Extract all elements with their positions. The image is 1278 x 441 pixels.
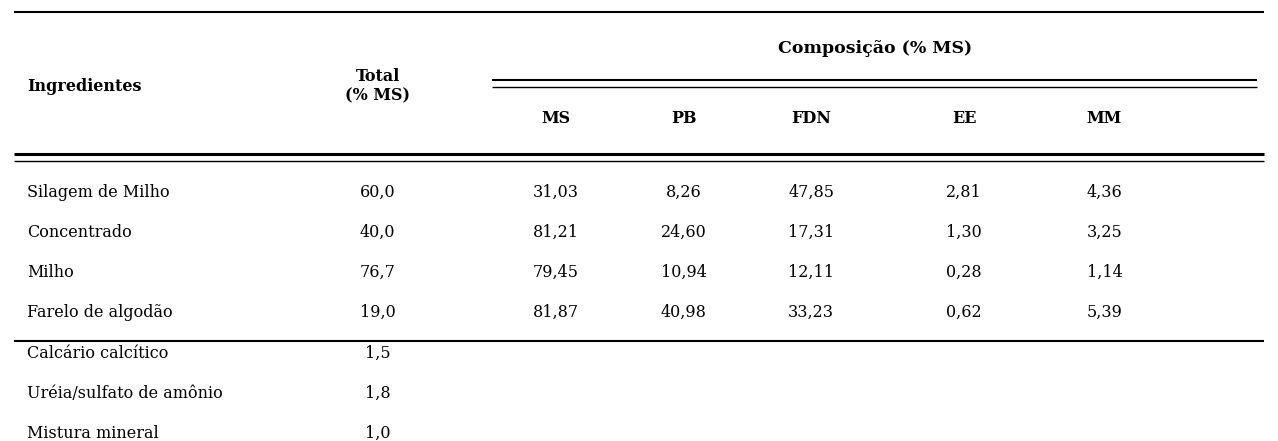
Text: PB: PB — [671, 110, 697, 127]
Text: 31,03: 31,03 — [533, 183, 579, 201]
Text: EE: EE — [952, 110, 976, 127]
Text: 1,5: 1,5 — [364, 344, 390, 362]
Text: 10,94: 10,94 — [661, 264, 707, 281]
Text: Mistura mineral: Mistura mineral — [27, 425, 158, 441]
Text: 1,0: 1,0 — [364, 425, 390, 441]
Text: 1,8: 1,8 — [364, 385, 390, 402]
Text: 1,14: 1,14 — [1086, 264, 1122, 281]
Text: Farelo de algodão: Farelo de algodão — [27, 304, 173, 321]
Text: 33,23: 33,23 — [789, 304, 835, 321]
Text: Composição (% MS): Composição (% MS) — [778, 40, 973, 57]
Text: 81,21: 81,21 — [533, 224, 579, 241]
Text: 17,31: 17,31 — [789, 224, 835, 241]
Text: 0,28: 0,28 — [947, 264, 982, 281]
Text: 76,7: 76,7 — [359, 264, 395, 281]
Text: Total
(% MS): Total (% MS) — [345, 68, 410, 105]
Text: 8,26: 8,26 — [666, 183, 702, 201]
Text: 0,62: 0,62 — [947, 304, 982, 321]
Text: Milho: Milho — [27, 264, 74, 281]
Text: 2,81: 2,81 — [946, 183, 982, 201]
Text: 12,11: 12,11 — [789, 264, 835, 281]
Text: 5,39: 5,39 — [1086, 304, 1122, 321]
Text: 40,98: 40,98 — [661, 304, 707, 321]
Text: 24,60: 24,60 — [661, 224, 707, 241]
Text: 19,0: 19,0 — [359, 304, 395, 321]
Text: 81,87: 81,87 — [533, 304, 579, 321]
Text: 1,30: 1,30 — [946, 224, 982, 241]
Text: MS: MS — [542, 110, 571, 127]
Text: 47,85: 47,85 — [789, 183, 835, 201]
Text: 60,0: 60,0 — [360, 183, 395, 201]
Text: Calcário calcítico: Calcário calcítico — [27, 344, 169, 362]
Text: MM: MM — [1086, 110, 1122, 127]
Text: 3,25: 3,25 — [1086, 224, 1122, 241]
Text: 79,45: 79,45 — [533, 264, 579, 281]
Text: FDN: FDN — [791, 110, 831, 127]
Text: Silagem de Milho: Silagem de Milho — [27, 183, 170, 201]
Text: 40,0: 40,0 — [360, 224, 395, 241]
Text: Uréia/sulfato de amônio: Uréia/sulfato de amônio — [27, 385, 222, 402]
Text: 4,36: 4,36 — [1086, 183, 1122, 201]
Text: Concentrado: Concentrado — [27, 224, 132, 241]
Text: Ingredientes: Ingredientes — [27, 78, 142, 95]
